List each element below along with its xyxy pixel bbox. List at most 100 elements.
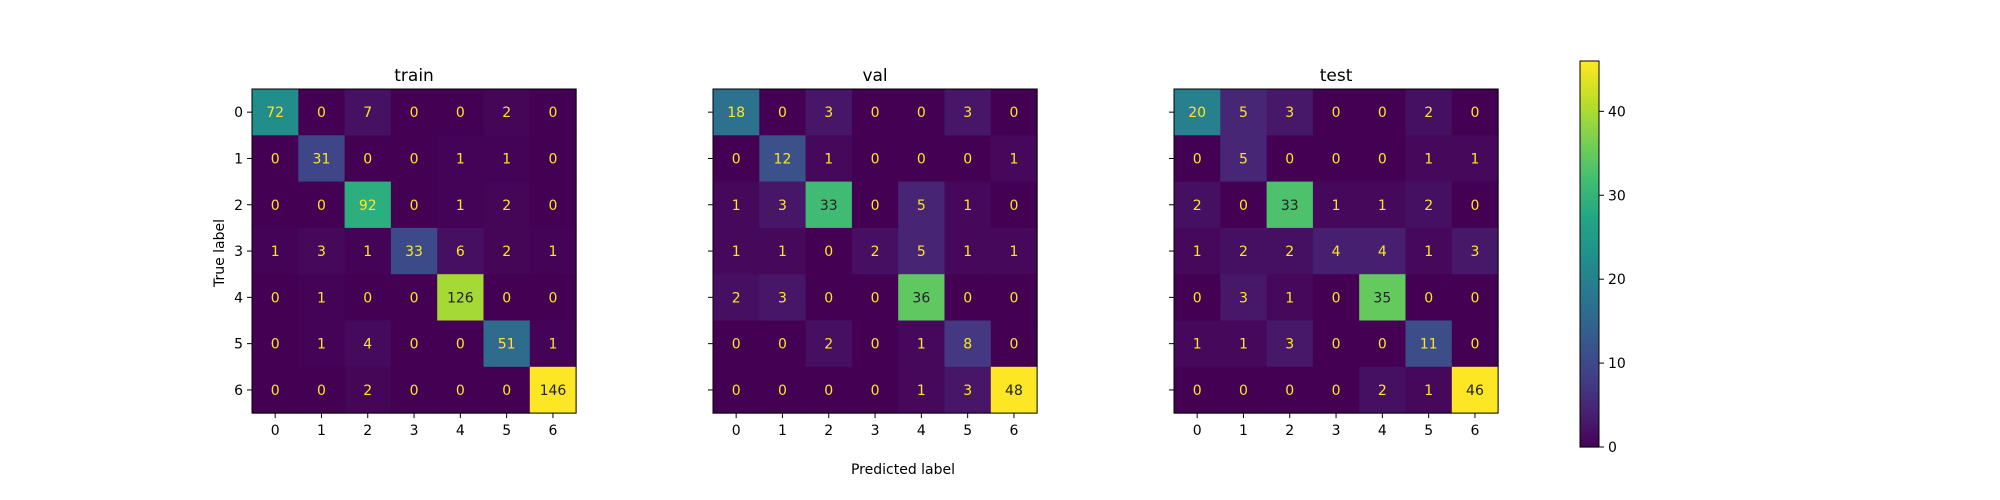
cell-value: 0 bbox=[1332, 290, 1341, 306]
cell-value: 2 bbox=[1285, 244, 1294, 260]
cell-value: 0 bbox=[871, 151, 880, 167]
matrix-cell bbox=[252, 274, 299, 321]
x-tick-label: 4 bbox=[917, 423, 926, 439]
cell-value: 2 bbox=[502, 198, 511, 214]
x-tick-label: 1 bbox=[778, 423, 787, 439]
colorbar-segment bbox=[1580, 131, 1599, 136]
matrix-cell bbox=[1174, 274, 1221, 321]
matrix-cell bbox=[344, 366, 392, 414]
cell-value: 0 bbox=[1009, 105, 1018, 121]
cell-value: 0 bbox=[456, 105, 465, 121]
matrix-cell bbox=[759, 135, 807, 183]
matrix-cell bbox=[851, 274, 899, 321]
cell-value: 3 bbox=[778, 290, 787, 306]
colorbar-segment bbox=[1580, 196, 1599, 200]
cell-value: 92 bbox=[359, 198, 377, 214]
colorbar-segment bbox=[1580, 440, 1599, 445]
matrix-cell bbox=[713, 181, 760, 229]
matrix-cell bbox=[1451, 366, 1499, 414]
cell-value: 2 bbox=[1239, 244, 1248, 260]
colorbar-segment bbox=[1580, 315, 1599, 319]
matrix-cell bbox=[851, 227, 899, 275]
cell-value: 3 bbox=[963, 105, 972, 121]
colorbar-segment bbox=[1580, 102, 1599, 107]
colorbar-segment bbox=[1580, 376, 1599, 381]
matrix-cell bbox=[759, 227, 807, 275]
matrix-cell bbox=[1359, 274, 1406, 321]
cell-value: 0 bbox=[317, 105, 326, 121]
cell-value: 146 bbox=[540, 383, 567, 399]
cell-value: 0 bbox=[317, 198, 326, 214]
matrix-cell bbox=[1266, 89, 1314, 136]
x-tick-label: 6 bbox=[548, 423, 557, 439]
cell-value: 5 bbox=[1239, 151, 1248, 167]
matrix-cell bbox=[437, 227, 484, 275]
cell-value: 51 bbox=[498, 337, 516, 353]
cell-value: 0 bbox=[1193, 151, 1202, 167]
colorbar-segment bbox=[1580, 311, 1599, 316]
colorbar-tick-label: 30 bbox=[1608, 188, 1626, 204]
matrix-cell bbox=[344, 89, 392, 136]
x-tick-label: 3 bbox=[410, 423, 419, 439]
cell-value: 0 bbox=[1239, 383, 1248, 399]
matrix-cell bbox=[298, 89, 346, 136]
cell-value: 33 bbox=[1281, 198, 1299, 214]
colorbar-segment bbox=[1580, 434, 1599, 438]
matrix-cell bbox=[1174, 181, 1221, 229]
matrix-cell bbox=[851, 181, 899, 229]
y-tick-label: 4 bbox=[234, 290, 243, 306]
matrix-cell bbox=[944, 181, 992, 229]
matrix-cell bbox=[898, 227, 945, 275]
matrix-cell bbox=[1174, 135, 1221, 183]
matrix-cell bbox=[1312, 89, 1360, 136]
cell-value: 0 bbox=[824, 290, 833, 306]
cell-value: 0 bbox=[502, 290, 511, 306]
colorbar-tick-label: 20 bbox=[1608, 272, 1626, 288]
cell-value: 0 bbox=[1332, 383, 1341, 399]
colorbar-segment bbox=[1580, 395, 1599, 400]
cell-value: 0 bbox=[456, 337, 465, 353]
colorbar-segment bbox=[1580, 266, 1599, 271]
cell-value: 2 bbox=[1378, 383, 1387, 399]
matrix-cell bbox=[944, 320, 992, 368]
cell-value: 36 bbox=[912, 290, 930, 306]
matrix-cell bbox=[252, 135, 299, 183]
cell-value: 1 bbox=[1424, 151, 1433, 167]
cell-value: 2 bbox=[502, 105, 511, 121]
matrix-cell bbox=[1312, 135, 1360, 183]
cell-value: 0 bbox=[917, 105, 926, 121]
cell-value: 1 bbox=[502, 151, 511, 167]
matrix-cell bbox=[529, 181, 577, 229]
matrix-cell bbox=[390, 274, 438, 321]
colorbar-segment bbox=[1580, 408, 1599, 413]
cell-value: 12 bbox=[774, 151, 792, 167]
cell-value: 0 bbox=[963, 151, 972, 167]
matrix-cell bbox=[851, 135, 899, 183]
x-tick-label: 0 bbox=[1193, 423, 1202, 439]
cell-value: 0 bbox=[363, 151, 372, 167]
colorbar-segment bbox=[1580, 363, 1599, 368]
cell-value: 0 bbox=[1009, 337, 1018, 353]
matrix-cell bbox=[252, 227, 299, 275]
cell-value: 1 bbox=[963, 244, 972, 260]
cell-value: 0 bbox=[1332, 337, 1341, 353]
matrix-cell bbox=[1174, 227, 1221, 275]
x-tick-label: 3 bbox=[871, 423, 880, 439]
colorbar-segment bbox=[1580, 421, 1599, 426]
matrix-cell bbox=[898, 320, 945, 368]
colorbar-segment bbox=[1580, 353, 1599, 358]
y-tick-label: 2 bbox=[234, 198, 243, 214]
colorbar-segment bbox=[1580, 89, 1599, 94]
x-tick-label: 4 bbox=[1378, 423, 1387, 439]
colorbar-segment bbox=[1580, 141, 1599, 146]
matrix-cell bbox=[1220, 227, 1268, 275]
cell-value: 0 bbox=[1332, 105, 1341, 121]
colorbar-segment bbox=[1580, 373, 1599, 377]
cell-value: 0 bbox=[1470, 198, 1479, 214]
matrix-cell bbox=[483, 181, 531, 229]
matrix-cell bbox=[1405, 366, 1453, 414]
matrix-cell bbox=[1359, 181, 1406, 229]
cell-value: 0 bbox=[363, 290, 372, 306]
